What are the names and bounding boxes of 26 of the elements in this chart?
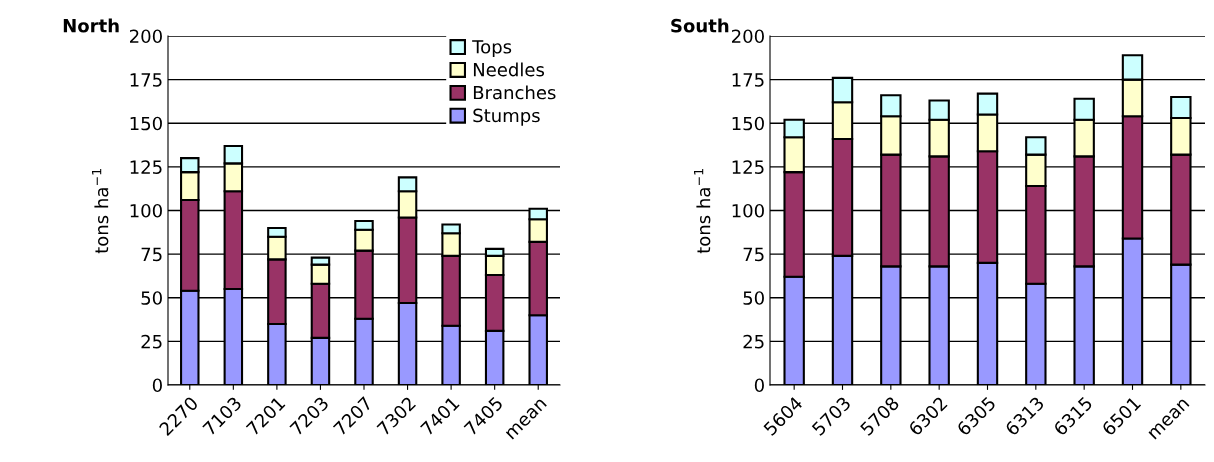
y-tick-label: 175 [732,73,764,87]
y-tick-label: 100 [732,203,764,218]
y-tick-label: 175 [130,73,162,87]
y-tick-label: 50 [141,291,162,305]
y-tick-label: 200 [732,29,764,44]
y-tick-label: 0 [152,378,162,393]
y-axis-title: tons ha$^{−1}$ [694,168,711,254]
y-tick-label: 100 [130,203,162,218]
y-tick-label: 0 [754,378,764,393]
y-tick-label: 25 [743,334,764,349]
y-tick-label: 150 [130,116,162,131]
y-tick-label: 125 [732,160,764,174]
legend-label: Stumps [473,108,540,126]
legend-label: Needles [473,62,545,77]
y-tick-label: 200 [130,29,162,44]
y-tick-label: 75 [141,247,162,262]
chart-title: North [63,18,119,33]
y-tick-label: 25 [141,334,162,349]
y-tick-label: 150 [732,116,764,131]
legend-label: Branches [473,85,556,100]
legend-label: Tops [472,40,512,58]
chart-title: South [671,18,729,33]
y-axis-title: tons ha$^{−1}$ [92,168,109,254]
y-tick-label: 50 [743,291,764,305]
y-tick-label: 75 [743,247,764,262]
y-tick-label: 125 [130,160,162,174]
